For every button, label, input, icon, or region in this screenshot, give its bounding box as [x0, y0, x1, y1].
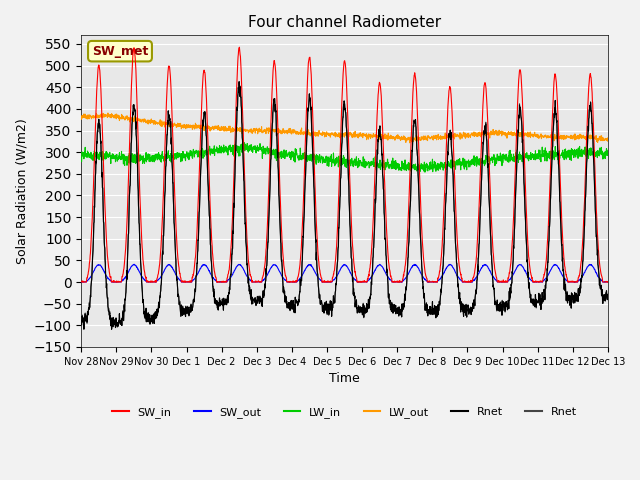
Text: SW_met: SW_met: [92, 45, 148, 58]
X-axis label: Time: Time: [329, 372, 360, 385]
Y-axis label: Solar Radiation (W/m2): Solar Radiation (W/m2): [15, 118, 28, 264]
Legend: SW_in, SW_out, LW_in, LW_out, Rnet, Rnet: SW_in, SW_out, LW_in, LW_out, Rnet, Rnet: [108, 402, 582, 422]
Title: Four channel Radiometer: Four channel Radiometer: [248, 15, 441, 30]
